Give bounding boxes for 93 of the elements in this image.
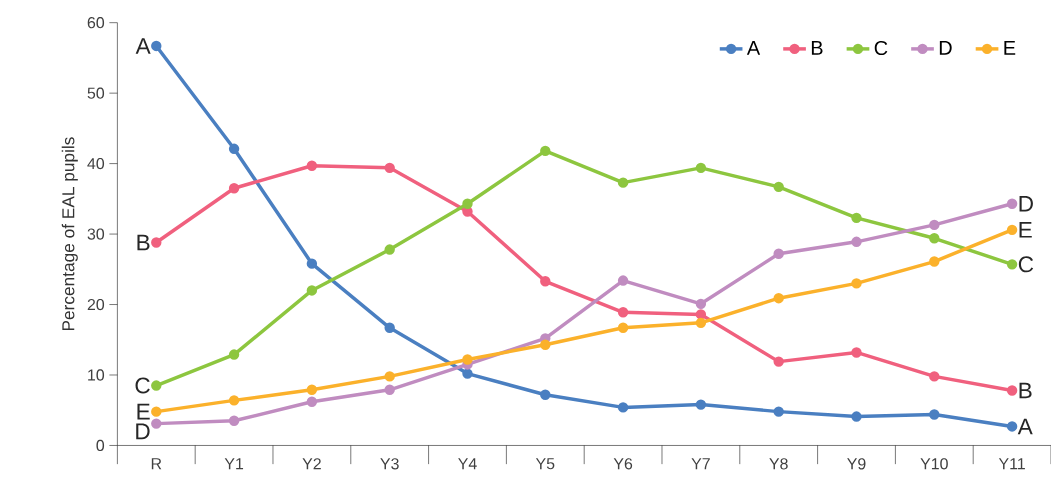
point — [617, 275, 629, 286]
point — [228, 415, 240, 426]
point — [384, 244, 395, 255]
x-tick-label: Y4 — [458, 458, 477, 470]
legend-label: A — [746, 40, 761, 55]
point — [384, 162, 395, 173]
point — [617, 322, 629, 333]
point — [384, 322, 395, 333]
text: B — [1019, 382, 1032, 399]
text: D — [136, 423, 150, 440]
point — [1006, 421, 1018, 432]
y-tick-label: 30 — [87, 228, 105, 240]
point — [228, 143, 240, 154]
point — [929, 233, 940, 244]
legend-label: B — [811, 40, 823, 55]
point — [851, 236, 862, 247]
y-tick-label: 50 — [87, 87, 105, 99]
point — [851, 347, 862, 358]
x-tick-label: Y1 — [224, 458, 244, 470]
point — [617, 177, 629, 188]
x-tick-label: Y7 — [691, 458, 710, 470]
point — [773, 406, 784, 417]
text: D — [1019, 195, 1033, 212]
point — [151, 418, 162, 429]
x-tick-label: Y6 — [613, 458, 633, 470]
text: A — [135, 38, 151, 54]
point — [462, 368, 473, 379]
point — [695, 298, 707, 309]
point — [151, 40, 162, 52]
point — [851, 278, 862, 289]
text: C — [135, 377, 150, 394]
text: B — [137, 234, 150, 251]
point — [151, 380, 162, 391]
point — [773, 181, 784, 192]
point — [617, 402, 629, 413]
point — [929, 256, 940, 267]
y-axis-title: Percentage of EAL pupils — [61, 137, 78, 331]
point — [1006, 198, 1018, 209]
x-tick-label: Y3 — [380, 458, 399, 470]
y-tick-label: 60 — [87, 16, 105, 29]
point — [1006, 224, 1018, 235]
point — [228, 395, 240, 406]
point — [1006, 259, 1018, 270]
point — [929, 409, 940, 420]
point — [228, 183, 240, 194]
point — [540, 145, 551, 157]
point — [151, 406, 162, 417]
legend-label: D — [939, 40, 952, 55]
point — [695, 317, 707, 328]
x-tick-label: Y2 — [302, 458, 321, 470]
point — [695, 162, 707, 173]
point — [540, 339, 551, 350]
point — [462, 354, 473, 365]
point — [773, 248, 784, 259]
point — [1006, 385, 1018, 396]
x-tick-label: Y10 — [920, 458, 948, 470]
y-tick-label: 10 — [88, 369, 105, 381]
y-tick-label: 0 — [96, 439, 105, 452]
point — [695, 309, 707, 320]
point — [851, 411, 862, 422]
point — [851, 212, 862, 224]
point — [384, 371, 395, 382]
point — [773, 356, 784, 367]
point — [384, 384, 395, 395]
point — [773, 292, 784, 304]
text: A — [1017, 418, 1033, 435]
point — [617, 307, 629, 318]
y-tick-label: 20 — [87, 298, 105, 311]
point — [306, 285, 318, 296]
x-tick-label: R — [151, 458, 162, 470]
x-tick-label: Y11 — [998, 458, 1025, 470]
point — [929, 219, 940, 231]
point — [929, 371, 940, 382]
point — [695, 399, 707, 410]
x-tick-label: Y8 — [769, 458, 788, 470]
point — [462, 198, 473, 209]
point — [306, 258, 318, 269]
point — [462, 206, 473, 217]
text: C — [1018, 256, 1034, 273]
x-tick-label: Y5 — [535, 458, 555, 470]
point — [306, 160, 318, 171]
text: E — [137, 403, 150, 420]
legend-label: C — [874, 40, 888, 55]
point — [228, 349, 240, 360]
point — [151, 237, 162, 248]
x-tick-label: Y9 — [847, 458, 866, 470]
legend-label: E — [1004, 40, 1016, 55]
point — [306, 396, 318, 407]
point — [540, 389, 551, 400]
point — [540, 276, 551, 287]
point — [306, 384, 318, 395]
y-tick-label: 40 — [87, 157, 105, 170]
text: E — [1019, 222, 1032, 238]
